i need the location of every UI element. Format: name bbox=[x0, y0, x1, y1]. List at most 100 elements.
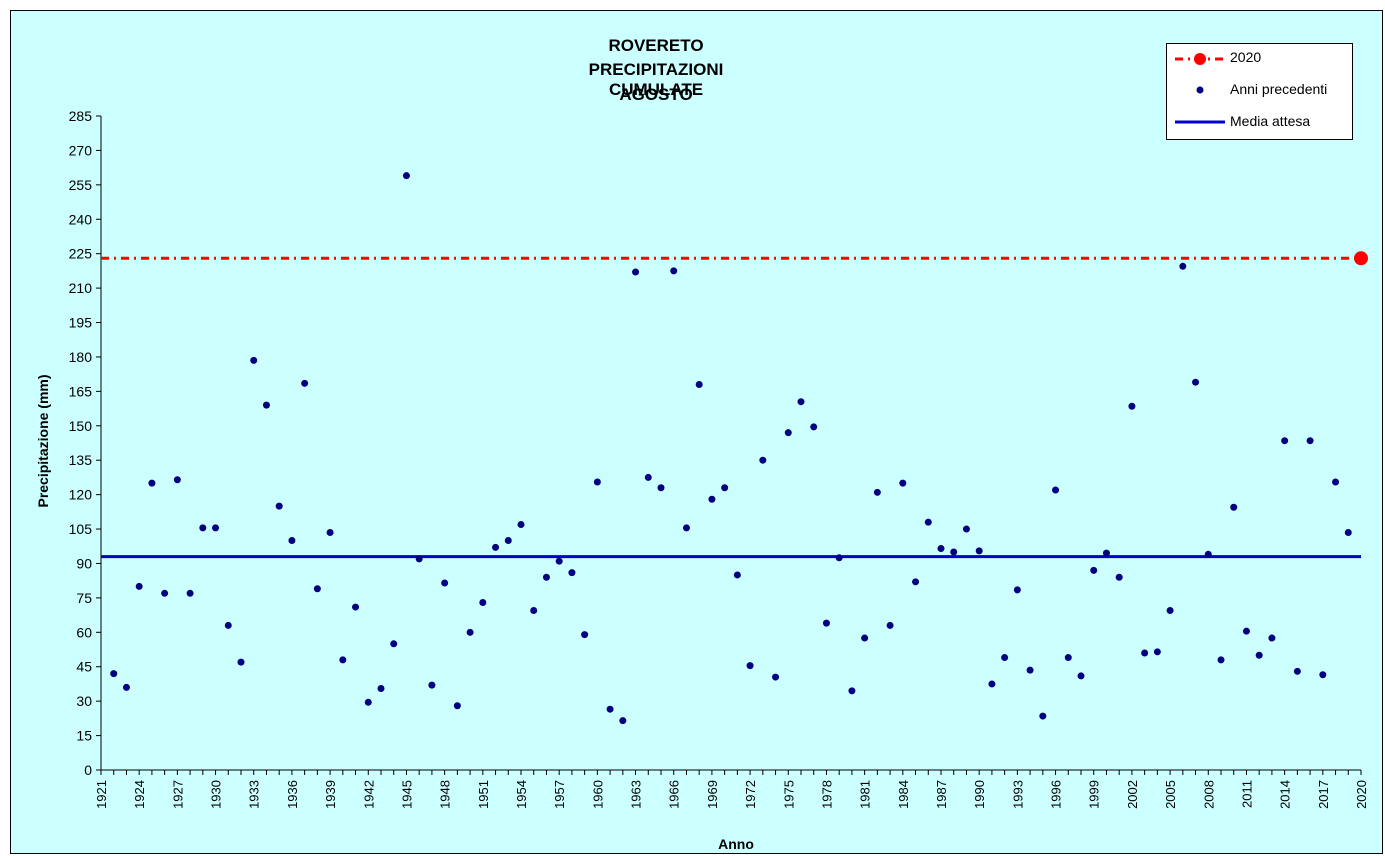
legend-blue-line-icon bbox=[1175, 120, 1225, 124]
x-tick-label: 2017 bbox=[1316, 780, 1331, 809]
data-point bbox=[1332, 478, 1340, 486]
x-tick-label: 1984 bbox=[896, 780, 911, 809]
x-tick-label: 2008 bbox=[1201, 780, 1216, 809]
x-tick-label: 1954 bbox=[514, 780, 529, 809]
legend-label-media-attesa: Media attesa bbox=[1230, 113, 1311, 129]
y-tick-label: 195 bbox=[69, 315, 93, 331]
data-point bbox=[772, 673, 780, 681]
data-point bbox=[441, 579, 449, 587]
data-point bbox=[288, 537, 296, 545]
series-2020-point bbox=[1354, 251, 1368, 266]
x-tick-label: 1948 bbox=[438, 780, 453, 809]
y-tick-label: 90 bbox=[76, 555, 92, 571]
data-point bbox=[937, 545, 945, 553]
data-point bbox=[262, 401, 270, 409]
data-point bbox=[657, 484, 665, 492]
data-point bbox=[1306, 437, 1314, 445]
data-point bbox=[530, 607, 538, 615]
x-tick-label: 1957 bbox=[552, 780, 567, 809]
data-point bbox=[848, 687, 856, 695]
data-point bbox=[975, 547, 983, 555]
data-point bbox=[1090, 566, 1098, 574]
data-point bbox=[275, 502, 283, 510]
y-tick-label: 15 bbox=[76, 728, 92, 744]
data-point bbox=[682, 524, 690, 532]
y-tick-label: 105 bbox=[69, 521, 93, 537]
y-tick-label: 135 bbox=[69, 452, 93, 468]
data-point bbox=[224, 621, 232, 629]
x-tick-label: 2020 bbox=[1354, 780, 1369, 809]
legend-navy-dot-icon bbox=[1196, 86, 1204, 94]
data-point bbox=[313, 585, 321, 593]
data-point bbox=[1166, 607, 1174, 615]
data-point bbox=[950, 548, 958, 556]
data-point bbox=[1204, 550, 1212, 558]
data-point bbox=[606, 705, 614, 713]
data-point bbox=[988, 680, 996, 688]
chart-frame: 0 15 30 45 60 75 90 105 120 135 150 165 180 195 210 225… bbox=[10, 10, 1383, 854]
data-point bbox=[695, 380, 703, 388]
data-point bbox=[1013, 586, 1021, 594]
x-tick-label: 1990 bbox=[972, 780, 987, 809]
data-point bbox=[1293, 667, 1301, 675]
y-tick-label: 45 bbox=[76, 659, 92, 675]
x-tick-label: 1975 bbox=[781, 780, 796, 809]
y-tick-label: 150 bbox=[69, 418, 93, 434]
data-point bbox=[161, 589, 169, 597]
data-point bbox=[1102, 549, 1110, 557]
data-point bbox=[148, 479, 156, 487]
data-point bbox=[1255, 651, 1263, 659]
data-point bbox=[326, 528, 334, 536]
data-point bbox=[1319, 671, 1327, 679]
y-tick-label: 210 bbox=[69, 280, 93, 296]
data-point bbox=[135, 582, 143, 590]
x-tick-label: 1981 bbox=[858, 780, 873, 809]
data-point bbox=[1281, 437, 1289, 445]
data-point bbox=[568, 569, 576, 577]
y-tick-label: 75 bbox=[76, 590, 92, 606]
x-tick-label: 2014 bbox=[1278, 780, 1293, 809]
data-point bbox=[250, 356, 258, 364]
y-tick-label: 60 bbox=[76, 624, 92, 640]
data-point bbox=[390, 640, 398, 648]
data-point bbox=[339, 656, 347, 664]
data-point bbox=[1052, 486, 1060, 494]
data-point bbox=[1128, 402, 1136, 410]
data-point bbox=[1141, 649, 1149, 657]
x-tick-label: 2011 bbox=[1239, 780, 1254, 808]
x-tick-label: 2002 bbox=[1125, 780, 1140, 809]
x-tick-label: 1996 bbox=[1049, 780, 1064, 809]
y-tick-label: 255 bbox=[69, 177, 93, 193]
y-tick-label: 180 bbox=[69, 349, 93, 365]
data-point bbox=[1344, 528, 1352, 536]
y-tick-label: 0 bbox=[84, 762, 92, 778]
data-point bbox=[1242, 627, 1250, 635]
data-point bbox=[110, 670, 118, 678]
x-tick-label: 2005 bbox=[1163, 780, 1178, 809]
data-point bbox=[504, 537, 512, 545]
y-tick-label: 270 bbox=[69, 142, 93, 158]
x-tick-label: 1978 bbox=[819, 780, 834, 809]
x-tick-label: 1993 bbox=[1010, 780, 1025, 809]
y-tick-label: 120 bbox=[69, 487, 93, 503]
data-point bbox=[1192, 378, 1200, 386]
legend-item-2020: 2020 bbox=[1167, 46, 1352, 70]
data-point bbox=[301, 379, 309, 387]
x-tick-label: 1945 bbox=[399, 780, 414, 809]
legend-label-2020: 2020 bbox=[1230, 49, 1262, 65]
chart-title-line-2: PRECIPITAZIONI CUMULATE bbox=[588, 60, 724, 99]
x-tick-label: 1963 bbox=[629, 780, 644, 809]
data-point bbox=[492, 543, 500, 551]
chart-legend: 2020 Anni precedenti Media attesa bbox=[1166, 43, 1353, 140]
chart-plot: 0 15 30 45 60 75 90 105 120 135 150 165 180 195 210 225… bbox=[69, 108, 1369, 809]
data-point bbox=[581, 631, 589, 639]
legend-item-anni-precedenti: Anni precedenti bbox=[1167, 78, 1352, 102]
data-point bbox=[632, 268, 640, 276]
y-axis-label: Precipitazione (mm) bbox=[35, 374, 51, 508]
data-point bbox=[542, 573, 550, 581]
x-tick-label: 1924 bbox=[132, 780, 147, 809]
data-point bbox=[199, 524, 207, 532]
data-point bbox=[721, 484, 729, 492]
x-tick-label: 1933 bbox=[247, 780, 262, 809]
data-point bbox=[237, 658, 245, 666]
